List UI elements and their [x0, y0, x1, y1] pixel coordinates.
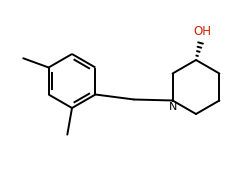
Text: N: N [168, 102, 177, 113]
Text: OH: OH [194, 25, 212, 38]
